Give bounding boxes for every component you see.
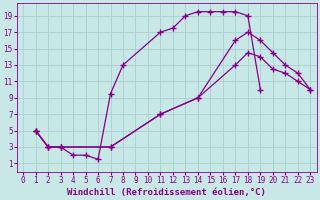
X-axis label: Windchill (Refroidissement éolien,°C): Windchill (Refroidissement éolien,°C): [67, 188, 266, 197]
